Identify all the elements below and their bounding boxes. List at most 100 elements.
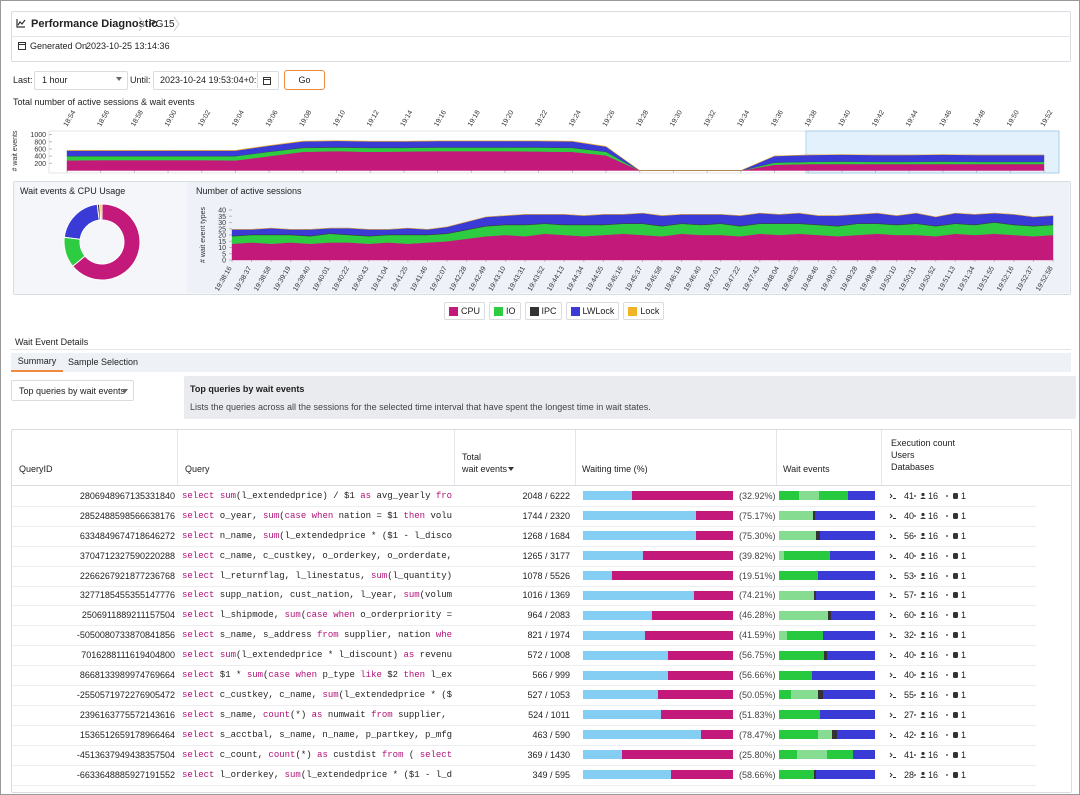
wait-event-segment [812,671,875,680]
db-count: 1 [961,610,966,620]
waiting-pct: (32.92%) [739,491,776,501]
row-divider [12,605,1036,606]
exec-count: 56 [904,531,914,541]
x-tick-label: 19:50:52 [918,265,938,292]
query-text: select s_name, count(*) as numwait from … [182,710,452,720]
legend-item[interactable]: IPC [525,302,562,320]
waiting-bar [583,491,632,500]
x-tick-label: 19:51:34 [957,265,977,292]
row-divider [12,725,1036,726]
y-tick-label: 5 [222,251,226,258]
header-divider [12,485,1071,486]
terminal-icon [890,753,892,757]
exec-count: 42 [904,730,914,740]
y-axis-title: # wait event types [200,206,207,263]
header-cell: Users [891,450,915,460]
view-select-value[interactable]: Top queries by wait events [19,386,125,396]
legend-label: CPU [461,306,480,316]
donut-slice [64,204,99,239]
y-tick-label: 30 [218,220,226,227]
exec-count: 55 [904,690,914,700]
legend-item[interactable]: IO [489,302,521,320]
tab[interactable]: Summary [11,353,63,372]
user-icon [921,553,924,556]
user-count: 16 [928,750,938,760]
user-icon [921,752,924,755]
y-tick-label: 15 [218,239,226,246]
db-count: 1 [961,630,966,640]
query-text: select o_year, sum(case when nation = $1… [182,511,452,521]
legend-item[interactable]: CPU [444,302,485,320]
exec-count: 32 [904,630,914,640]
x-tick-label: 19:34 [736,109,751,128]
user-count: 16 [928,571,938,581]
x-tick-label: 19:48:25 [781,265,801,292]
dot [946,515,948,517]
waiting-bar [583,611,652,620]
x-tick-label: 19:00 [164,109,179,128]
terminal-icon [890,673,892,677]
legend-label: IO [506,306,516,316]
db-count: 1 [961,770,966,780]
wait-event-segment [820,710,875,719]
query-text: select sum(l_extendedprice * l_discount)… [182,650,452,660]
user-icon [920,497,926,499]
db-count: 1 [961,531,966,541]
dot [914,694,916,696]
column-divider [881,430,882,485]
dot [914,575,916,577]
legend-swatch [571,307,580,316]
wait-event-segment [837,730,875,739]
query-text: select l_shipmode, sum(case when o_order… [182,610,452,620]
x-tick-label: 19:42 [871,109,886,128]
user-icon [920,716,926,718]
header-cell: Execution count [891,438,955,448]
query-id: 2852488598566638176 [12,511,175,521]
wait-event-segment [779,511,813,520]
legend-item[interactable]: LWLock [566,302,620,320]
exec-count: 27 [904,710,914,720]
x-tick-label: 19:36 [770,109,785,128]
x-tick-label: 18:54 [63,109,78,128]
wait-event-segment [818,730,831,739]
x-tick-label: 19:42:28 [449,265,469,292]
x-tick-label: 19:02 [197,109,212,128]
user-count: 16 [928,610,938,620]
waiting-pct: (75.30%) [739,531,776,541]
x-tick-label: 19:50:10 [879,265,899,292]
db-icon [953,612,958,618]
info-text: Lists the queries across all the session… [190,402,651,412]
x-tick-label: 19:18 [467,109,482,128]
user-count: 16 [928,650,938,660]
query-text: select sum(l_extendedprice) / $1 as avg_… [182,491,452,501]
user-icon [921,513,924,516]
x-tick-label: 19:40:01 [312,265,332,292]
dot [914,555,916,557]
waiting-bar [583,690,658,699]
x-tick-label: 19:30 [669,109,684,128]
row-divider [12,625,1036,626]
user-icon [921,771,924,774]
x-tick-label: 19:47:22 [722,265,742,292]
user-count: 16 [928,630,938,640]
waiting-bar [583,730,701,739]
wait-event-segment [819,491,848,500]
legend-item[interactable]: Lock [623,302,664,320]
db-count: 1 [961,690,966,700]
user-icon [920,597,926,599]
sort-caret[interactable] [508,467,514,471]
query-id: 3704712327590220288 [12,551,175,561]
query-id: 7016288111619404800 [12,650,175,660]
tab[interactable]: Sample Selection [64,353,142,372]
x-tick-label: 19:52 [1040,109,1055,128]
query-id: 1536512659178966464 [12,730,175,740]
wait-event-segment [791,690,819,699]
x-tick-label: 19:46 [939,109,954,128]
exec-count: 40 [904,650,914,660]
row-divider [12,665,1036,666]
y-axis-title: # wait events [12,130,19,171]
terminal-icon [890,653,892,657]
waiting-bar [583,631,645,640]
wait-event-segment [827,651,875,660]
waiting-pct: (19.51%) [739,571,776,581]
